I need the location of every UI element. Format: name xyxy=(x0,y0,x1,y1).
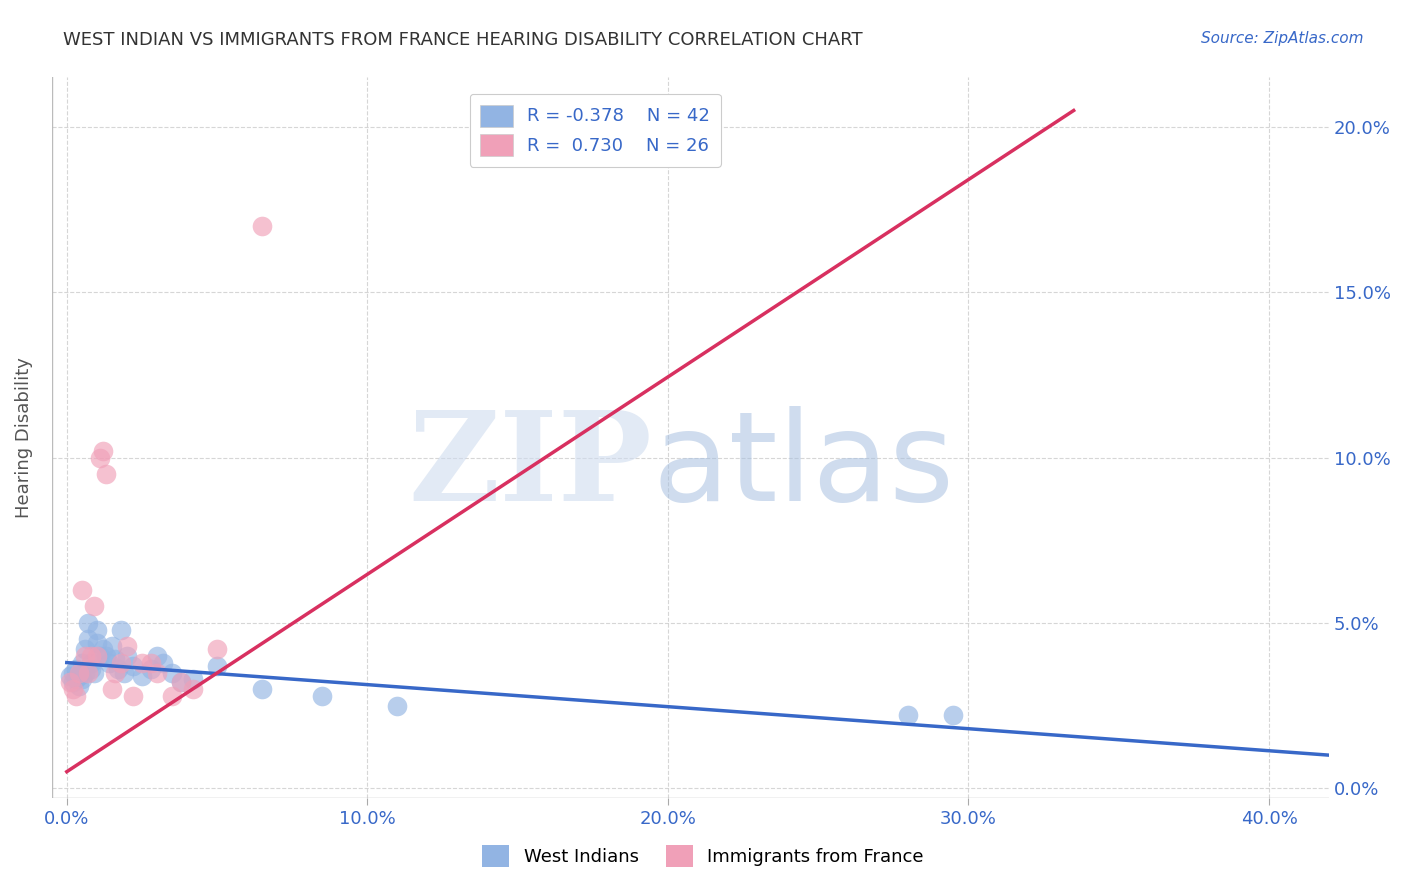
Point xyxy=(67,665,90,680)
Point xyxy=(70,582,93,597)
Point xyxy=(86,623,108,637)
Point xyxy=(80,662,103,676)
Point xyxy=(65,689,87,703)
Y-axis label: Hearing Disability: Hearing Disability xyxy=(15,358,32,518)
Point xyxy=(897,708,920,723)
Legend: West Indians, Immigrants from France: West Indians, Immigrants from France xyxy=(474,836,932,876)
Point xyxy=(115,639,138,653)
Point xyxy=(80,648,103,663)
Point xyxy=(59,669,82,683)
Point xyxy=(181,672,204,686)
Point xyxy=(122,689,145,703)
Point xyxy=(70,672,93,686)
Point xyxy=(146,648,169,663)
Point xyxy=(83,599,105,614)
Point xyxy=(59,675,82,690)
Point xyxy=(101,639,124,653)
Point xyxy=(205,642,228,657)
Point xyxy=(86,648,108,663)
Point xyxy=(160,689,183,703)
Point xyxy=(107,662,129,676)
Point xyxy=(205,659,228,673)
Point xyxy=(91,642,114,657)
Text: Source: ZipAtlas.com: Source: ZipAtlas.com xyxy=(1201,31,1364,46)
Point xyxy=(73,648,96,663)
Point xyxy=(101,681,124,696)
Point xyxy=(73,665,96,680)
Point xyxy=(139,656,162,670)
Point xyxy=(62,665,84,680)
Point xyxy=(170,675,193,690)
Point xyxy=(76,615,98,630)
Point xyxy=(65,672,87,686)
Point xyxy=(62,675,84,690)
Point xyxy=(89,648,111,663)
Point xyxy=(83,665,105,680)
Point xyxy=(160,665,183,680)
Point xyxy=(110,623,132,637)
Point xyxy=(170,675,193,690)
Point xyxy=(76,665,98,680)
Point xyxy=(250,219,273,234)
Point xyxy=(387,698,409,713)
Point xyxy=(131,669,153,683)
Point xyxy=(152,656,174,670)
Point xyxy=(97,656,120,670)
Text: atlas: atlas xyxy=(652,406,955,527)
Point xyxy=(86,636,108,650)
Legend: R = -0.378    N = 42, R =  0.730    N = 26: R = -0.378 N = 42, R = 0.730 N = 26 xyxy=(470,94,721,167)
Point xyxy=(73,642,96,657)
Point xyxy=(67,679,90,693)
Point xyxy=(139,662,162,676)
Point xyxy=(76,632,98,647)
Point xyxy=(311,689,333,703)
Text: WEST INDIAN VS IMMIGRANTS FROM FRANCE HEARING DISABILITY CORRELATION CHART: WEST INDIAN VS IMMIGRANTS FROM FRANCE HE… xyxy=(63,31,863,49)
Point xyxy=(131,656,153,670)
Point xyxy=(94,467,117,482)
Point xyxy=(89,450,111,465)
Point xyxy=(70,656,93,670)
Point xyxy=(115,648,138,663)
Text: ZIP: ZIP xyxy=(408,406,652,527)
Point xyxy=(122,659,145,673)
Point xyxy=(942,708,965,723)
Point xyxy=(91,444,114,458)
Point xyxy=(94,648,117,663)
Point xyxy=(62,681,84,696)
Point xyxy=(80,656,103,670)
Point xyxy=(67,669,90,683)
Point xyxy=(110,656,132,670)
Point xyxy=(104,665,127,680)
Point xyxy=(181,681,204,696)
Point xyxy=(65,662,87,676)
Point xyxy=(104,652,127,666)
Point xyxy=(112,665,135,680)
Point xyxy=(250,681,273,696)
Point xyxy=(146,665,169,680)
